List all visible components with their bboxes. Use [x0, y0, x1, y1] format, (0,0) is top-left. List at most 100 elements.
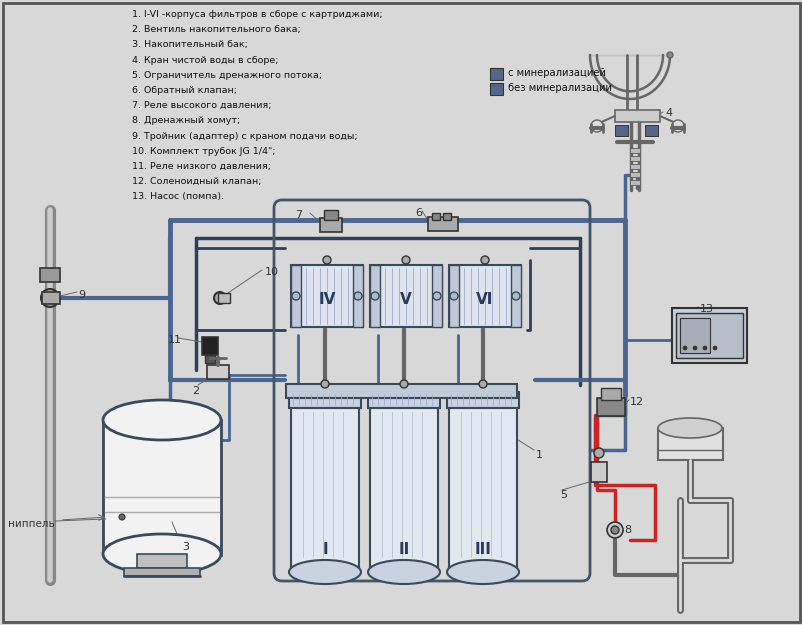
Text: 5. Ограничитель дренажного потока;: 5. Ограничитель дренажного потока;	[132, 71, 322, 80]
Text: 9. Тройник (адаптер) с краном подачи воды;: 9. Тройник (адаптер) с краном подачи вод…	[132, 132, 357, 141]
Circle shape	[610, 526, 618, 534]
Text: 12. Соленоидный клапан;: 12. Соленоидный клапан;	[132, 177, 261, 186]
Bar	[600, 388, 620, 400]
Text: 12: 12	[630, 397, 643, 407]
Bar	[630, 156, 639, 161]
Bar	[431, 265, 441, 327]
Bar	[644, 125, 657, 136]
Circle shape	[593, 448, 603, 458]
Bar	[370, 265, 441, 327]
Bar	[42, 292, 60, 304]
Bar	[614, 125, 627, 136]
Circle shape	[399, 380, 407, 388]
Text: 11. Реле низкого давления;: 11. Реле низкого давления;	[132, 162, 270, 171]
Bar	[443, 213, 451, 220]
Text: 6. Обратный клапан;: 6. Обратный клапан;	[132, 86, 237, 95]
Ellipse shape	[103, 400, 221, 440]
Bar	[630, 180, 639, 185]
Circle shape	[606, 522, 622, 538]
Bar	[217, 293, 229, 303]
Text: Б: Б	[492, 84, 499, 94]
Circle shape	[119, 514, 125, 520]
Bar	[207, 365, 229, 379]
Bar	[320, 218, 342, 232]
Bar	[124, 568, 200, 576]
Text: I: I	[322, 541, 327, 556]
Bar	[448, 265, 520, 327]
Text: Б: Б	[648, 128, 654, 137]
Circle shape	[214, 292, 225, 304]
Circle shape	[479, 380, 486, 388]
Ellipse shape	[289, 560, 361, 584]
Text: 10: 10	[265, 267, 278, 277]
Text: Б: Б	[647, 126, 654, 136]
Text: 13. Насос (помпа).: 13. Насос (помпа).	[132, 192, 224, 201]
Text: 8. Дренажный хомут;: 8. Дренажный хомут;	[132, 116, 240, 126]
Bar	[630, 172, 639, 177]
Bar	[448, 265, 459, 327]
Text: 1. I-VI -корпуса фильтров в сборе с картриджами;: 1. I-VI -корпуса фильтров в сборе с карт…	[132, 10, 382, 19]
Circle shape	[41, 289, 59, 307]
Bar	[679, 318, 709, 353]
Bar	[367, 392, 439, 408]
Text: 10. Комплект трубок JG 1/4";: 10. Комплект трубок JG 1/4";	[132, 147, 275, 156]
Circle shape	[449, 292, 457, 300]
Text: 11: 11	[168, 335, 182, 345]
Bar	[447, 392, 518, 408]
Circle shape	[322, 256, 330, 264]
Text: 6: 6	[415, 208, 422, 218]
Text: 8: 8	[623, 525, 630, 535]
Bar	[40, 268, 60, 282]
Bar	[671, 308, 746, 363]
Circle shape	[480, 256, 488, 264]
Circle shape	[292, 292, 300, 300]
Text: 2: 2	[192, 386, 199, 396]
Bar	[590, 462, 606, 482]
Circle shape	[683, 346, 687, 350]
Bar	[614, 110, 659, 122]
Text: с минерализацией: с минерализацией	[508, 68, 606, 78]
Circle shape	[712, 346, 716, 350]
Bar	[596, 398, 624, 416]
Text: 4. Кран чистой воды в сборе;: 4. Кран чистой воды в сборе;	[132, 56, 278, 64]
Text: 13: 13	[699, 304, 713, 314]
Bar	[630, 148, 639, 153]
Bar	[289, 392, 361, 408]
Bar	[353, 265, 363, 327]
Bar	[103, 420, 221, 555]
Ellipse shape	[447, 560, 518, 584]
Bar	[370, 265, 379, 327]
Text: 7: 7	[294, 210, 302, 220]
Bar	[657, 428, 722, 460]
Text: 4: 4	[664, 108, 671, 118]
Bar	[286, 384, 516, 398]
Bar	[137, 554, 187, 568]
Text: 7. Реле высокого давления;: 7. Реле высокого давления;	[132, 101, 271, 110]
Ellipse shape	[367, 560, 439, 584]
Bar	[489, 68, 502, 80]
Text: II: II	[398, 541, 409, 556]
Bar	[427, 217, 457, 231]
Text: А: А	[492, 69, 499, 79]
Circle shape	[432, 292, 440, 300]
Text: VI: VI	[476, 292, 493, 308]
Circle shape	[671, 120, 683, 132]
Text: III: III	[474, 541, 491, 556]
Bar	[630, 164, 639, 169]
Bar	[290, 265, 363, 327]
Circle shape	[321, 380, 329, 388]
Bar	[290, 265, 301, 327]
Bar	[370, 408, 437, 567]
Circle shape	[371, 292, 379, 300]
Text: А: А	[617, 126, 623, 136]
Text: IV: IV	[318, 292, 335, 308]
Bar	[202, 337, 217, 355]
Ellipse shape	[657, 418, 721, 438]
Bar	[431, 213, 439, 220]
Text: без минерализации: без минерализации	[508, 83, 611, 93]
Circle shape	[590, 120, 602, 132]
Circle shape	[402, 256, 410, 264]
Bar	[323, 210, 338, 220]
Ellipse shape	[103, 534, 221, 574]
Circle shape	[354, 292, 362, 300]
